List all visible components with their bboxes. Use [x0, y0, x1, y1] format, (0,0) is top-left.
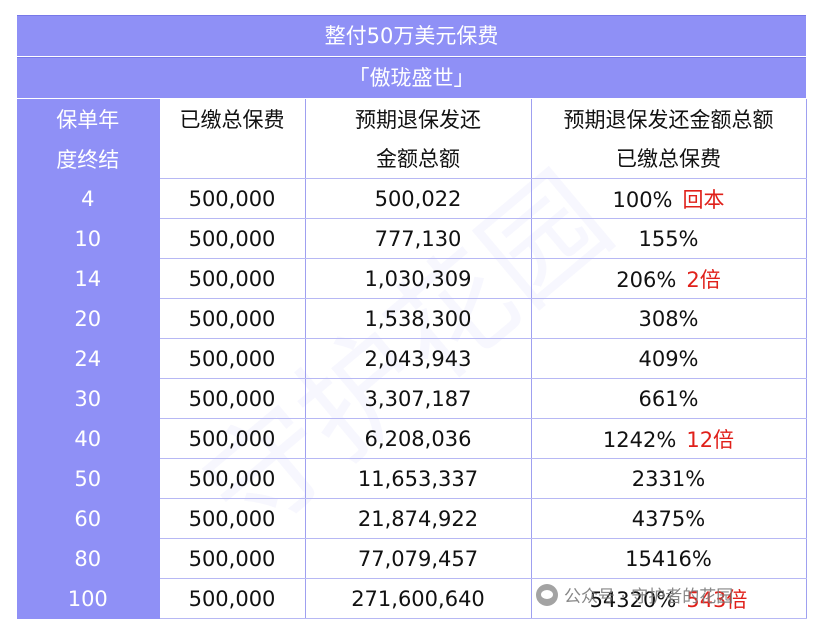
paid-cell: 500,000: [159, 298, 306, 339]
wechat-icon: [536, 583, 558, 606]
surrender-cell: 3,307,187: [305, 378, 532, 419]
table-row: 100 500,000 271,600,640 54320% 543倍: [17, 578, 807, 619]
ratio-value: 4375%: [631, 506, 706, 531]
surrender-cell: 777,130: [305, 218, 532, 259]
surrender-cell: 11,653,337: [305, 458, 532, 499]
header-surrender-1: 预期退保发还: [305, 99, 532, 139]
header-year-2: 度终结: [17, 138, 160, 179]
paid-cell: 500,000: [159, 418, 306, 459]
table-row: 80 500,000 77,079,457 15416%: [17, 538, 807, 579]
ratio-cell: 15416%: [531, 538, 807, 579]
year-cell: 80: [17, 538, 160, 579]
header-surrender-2: 金额总额: [305, 138, 532, 179]
ratio-value: 100%: [612, 187, 673, 212]
table-row: 20 500,000 1,538,300 308%: [17, 298, 807, 339]
paid-cell: 500,000: [159, 338, 306, 379]
ratio-note: 回本: [682, 187, 725, 212]
paid-cell: 500,000: [159, 458, 306, 499]
paid-cell: 500,000: [159, 178, 306, 219]
year-cell: 30: [17, 378, 160, 419]
year-cell: 4: [17, 178, 160, 219]
ratio-value: 661%: [638, 386, 699, 411]
table-row: 14 500,000 1,030,309 206% 2倍: [17, 258, 807, 299]
table-row: 24 500,000 2,043,943 409%: [17, 338, 807, 379]
ratio-value: 308%: [638, 306, 699, 331]
paid-cell: 500,000: [159, 578, 306, 619]
year-cell: 40: [17, 418, 160, 459]
table-row: 4 500,000 500,022 100% 回本: [17, 178, 807, 219]
ratio-value: 2331%: [631, 466, 706, 491]
ratio-cell: 1242% 12倍: [531, 418, 807, 459]
year-cell: 20: [17, 298, 160, 339]
product-name: 「傲珑盛世」: [17, 57, 806, 99]
paid-cell: 500,000: [159, 498, 306, 539]
header-row-2: 度终结 金额总额 已缴总保费: [17, 138, 807, 179]
header-year-1: 保单年: [17, 99, 160, 139]
surrender-cell: 77,079,457: [305, 538, 532, 579]
year-cell: 50: [17, 458, 160, 499]
surrender-cell: 6,208,036: [305, 418, 532, 459]
ratio-cell: 308%: [531, 298, 807, 339]
table-row: 50 500,000 11,653,337 2331%: [17, 458, 807, 499]
header-ratio-1: 预期退保发还金额总额: [531, 99, 807, 139]
value-table: 保单年 已缴总保费 预期退保发还 预期退保发还金额总额 度终结 金额总额 已缴总…: [17, 99, 807, 619]
year-cell: 60: [17, 498, 160, 539]
ratio-value: 155%: [638, 226, 699, 251]
header-row-1: 保单年 已缴总保费 预期退保发还 预期退保发还金额总额: [17, 99, 807, 139]
ratio-value: 1242%: [602, 427, 677, 452]
header-paid-1: 已缴总保费: [159, 99, 306, 139]
table-row: 10 500,000 777,130 155%: [17, 218, 807, 259]
surrender-cell: 21,874,922: [305, 498, 532, 539]
surrender-cell: 271,600,640: [305, 578, 532, 619]
year-cell: 14: [17, 258, 160, 299]
table-row: 40 500,000 6,208,036 1242% 12倍: [17, 418, 807, 459]
ratio-note: 2倍: [686, 267, 721, 292]
year-cell: 24: [17, 338, 160, 379]
ratio-cell: 100% 回本: [531, 178, 807, 219]
table-row: 60 500,000 21,874,922 4375%: [17, 498, 807, 539]
header-ratio-2: 已缴总保费: [531, 138, 807, 179]
premium-table: 整付50万美元保费 「傲珑盛世」 保单年 已缴总保费 预期退保发还 预期退保发还…: [17, 15, 807, 619]
table-row: 30 500,000 3,307,187 661%: [17, 378, 807, 419]
surrender-cell: 500,022: [305, 178, 532, 219]
year-cell: 100: [17, 578, 160, 619]
ratio-value: 206%: [616, 267, 677, 292]
ratio-value: 54320%: [589, 587, 677, 612]
ratio-value: 409%: [638, 346, 699, 371]
surrender-cell: 1,538,300: [305, 298, 532, 339]
ratio-cell: 206% 2倍: [531, 258, 807, 299]
ratio-note: 543倍: [686, 587, 748, 612]
ratio-cell: 409%: [531, 338, 807, 379]
ratio-cell: 155%: [531, 218, 807, 259]
surrender-cell: 2,043,943: [305, 338, 532, 379]
ratio-cell: 54320% 543倍: [531, 578, 807, 619]
surrender-cell: 1,030,309: [305, 258, 532, 299]
header-paid-2: [159, 138, 306, 179]
ratio-cell: 2331%: [531, 458, 807, 499]
paid-cell: 500,000: [159, 378, 306, 419]
wechat-watermark: 公众号 · 守护者的花园: [536, 582, 733, 607]
ratio-cell: 4375%: [531, 498, 807, 539]
paid-cell: 500,000: [159, 538, 306, 579]
ratio-note: 12倍: [686, 427, 735, 452]
year-cell: 10: [17, 218, 160, 259]
paid-cell: 500,000: [159, 258, 306, 299]
ratio-cell: 661%: [531, 378, 807, 419]
paid-cell: 500,000: [159, 218, 306, 259]
watermark-text: 公众号 · 守护者的花园: [564, 587, 734, 607]
ratio-value: 15416%: [625, 546, 712, 571]
table-title: 整付50万美元保费: [17, 15, 806, 57]
